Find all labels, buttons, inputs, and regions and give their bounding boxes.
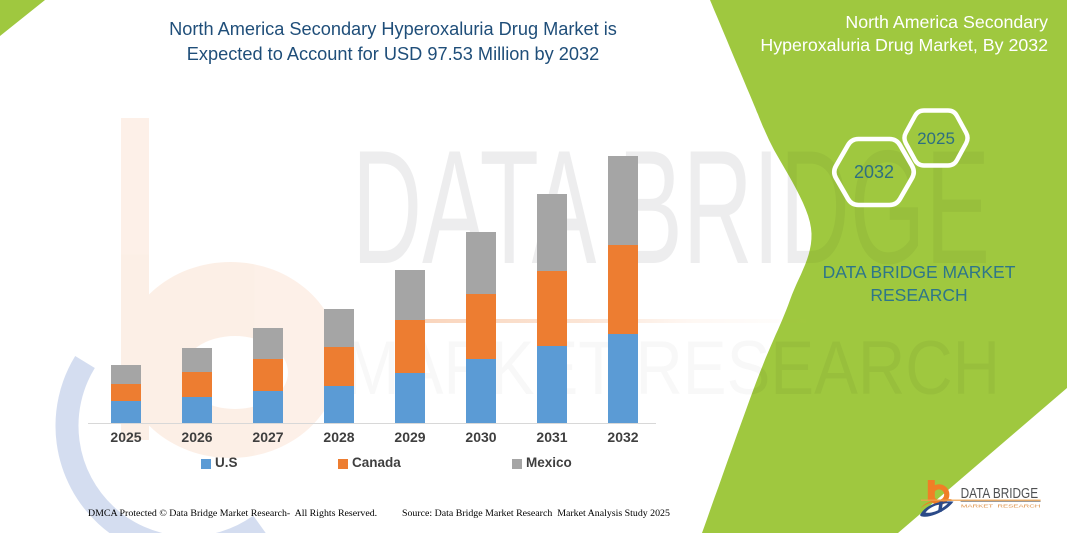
svg-text:DATA BRIDGE: DATA BRIDGE <box>961 486 1039 502</box>
svg-text:MARKET RESEARCH: MARKET RESEARCH <box>961 504 1041 509</box>
